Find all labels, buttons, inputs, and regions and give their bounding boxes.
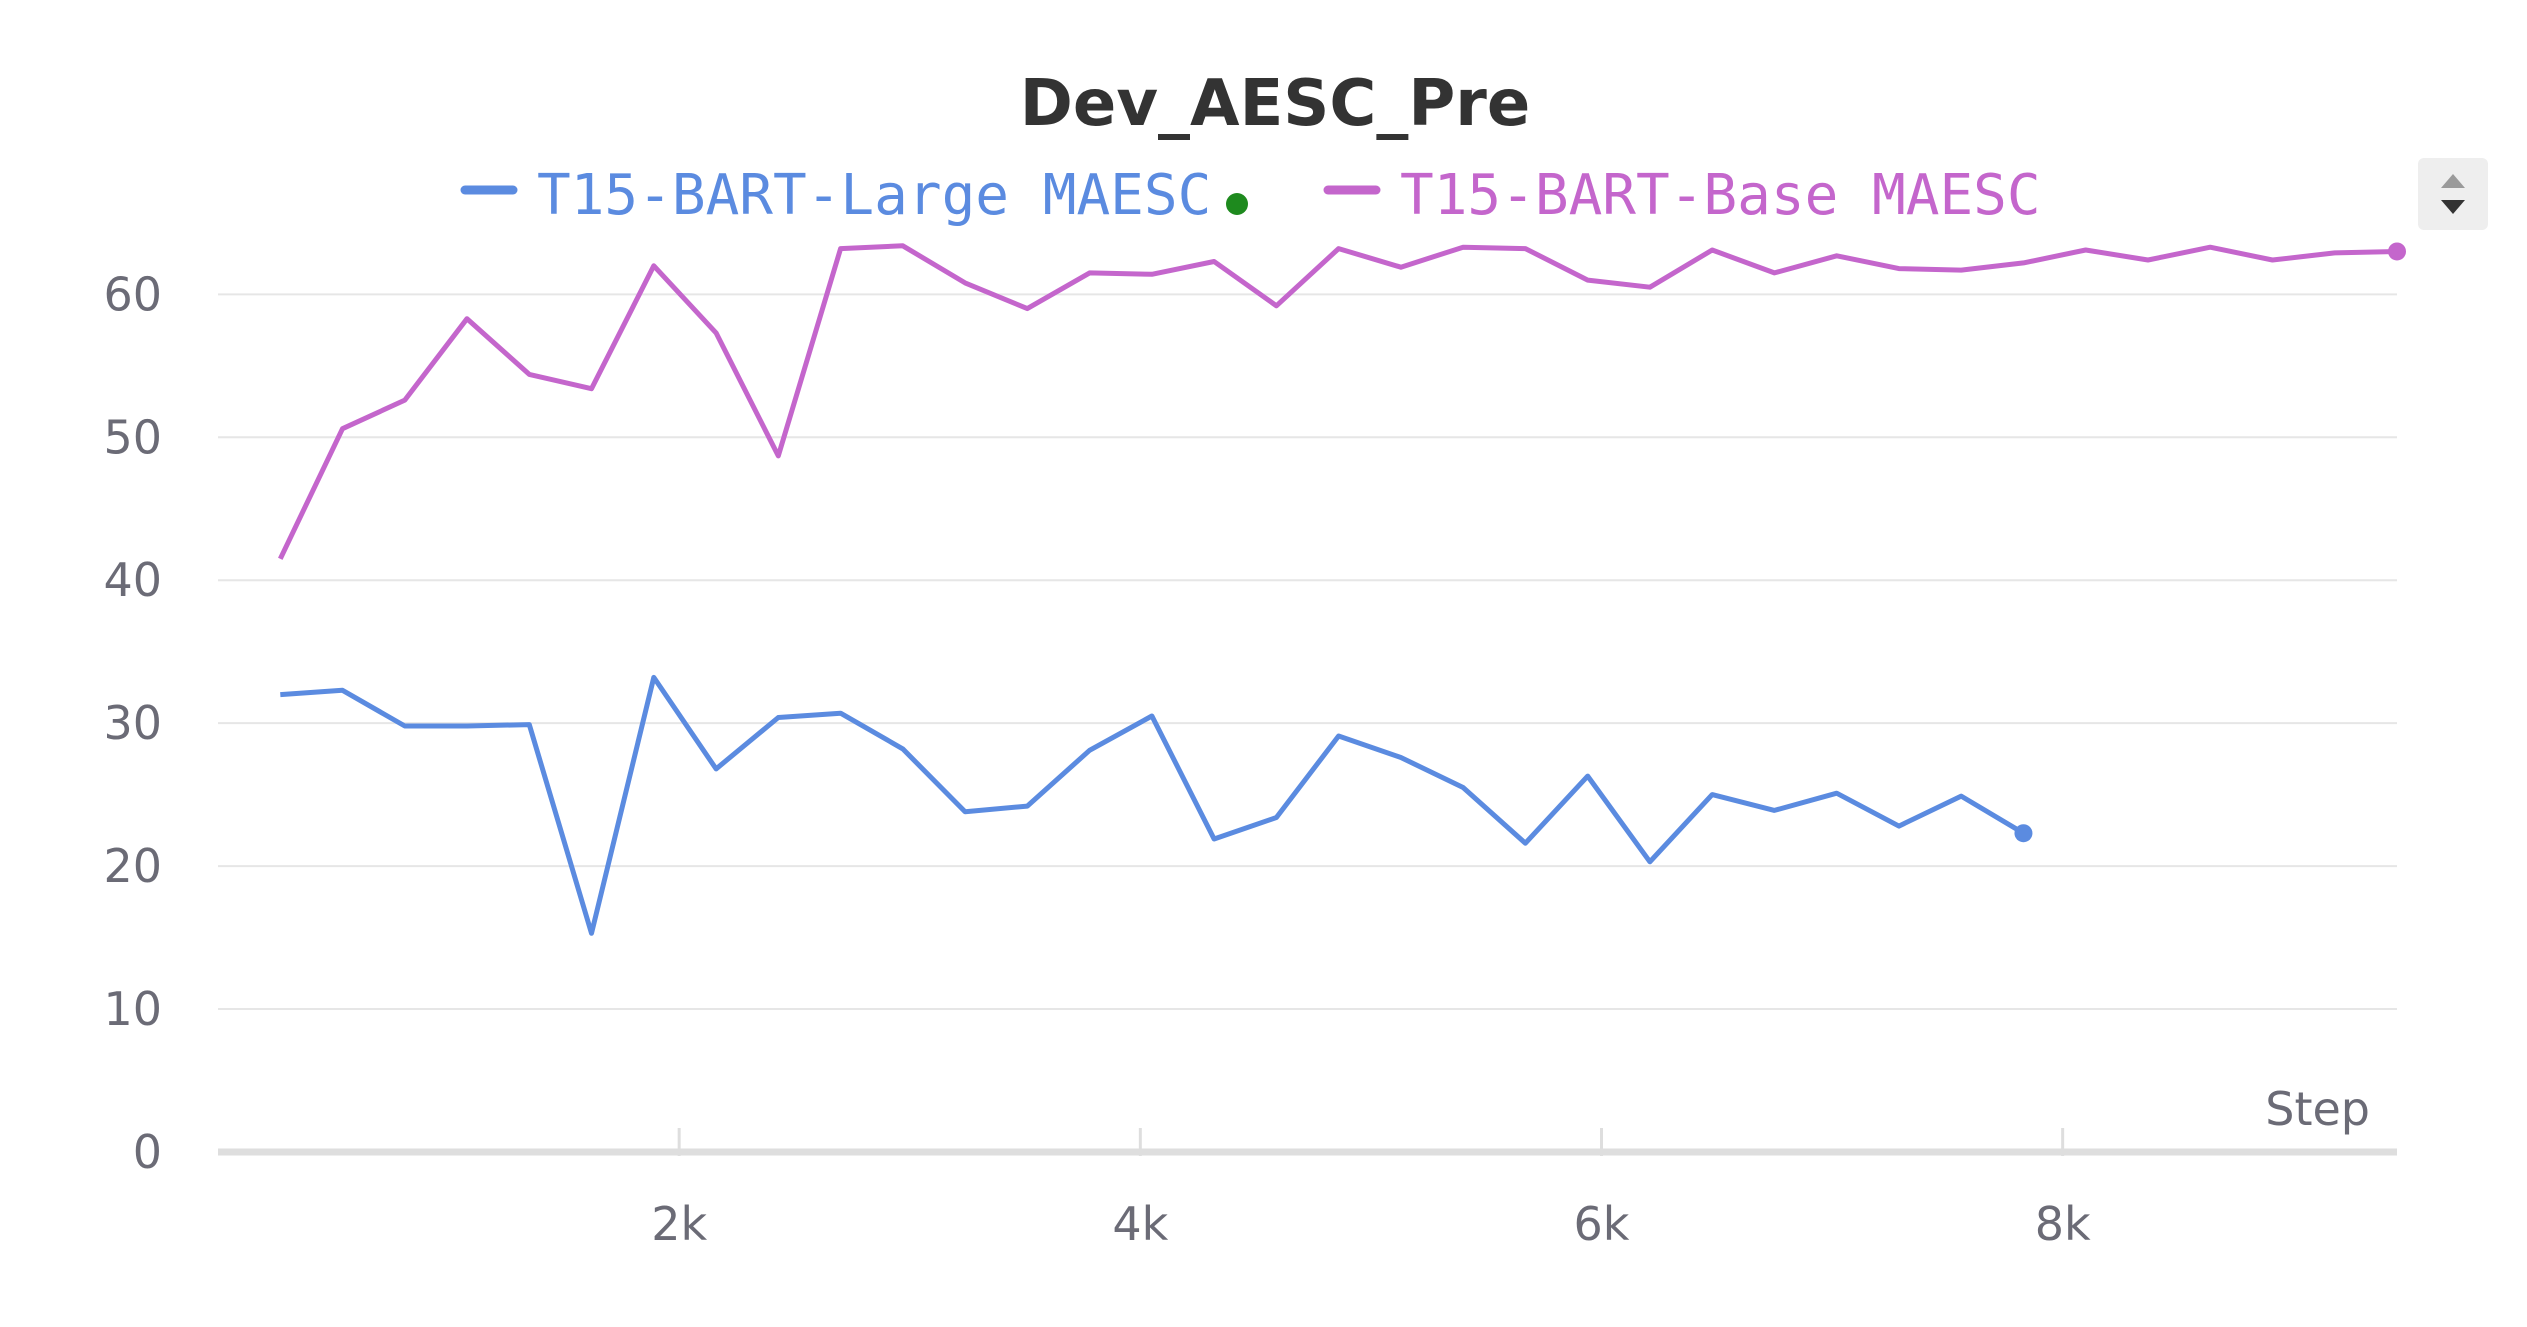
x-axis-title: Step [2265, 1082, 2370, 1136]
y-axis: 0 10 20 30 40 50 60 [103, 267, 162, 1179]
y-tick-label: 40 [103, 553, 162, 607]
legend-item-0[interactable]: T15-BART-Large MAESC [460, 163, 1211, 228]
legend-item-1[interactable]: T15-BART-Base MAESC [1323, 163, 2041, 228]
status-dot-icon [1226, 193, 1248, 215]
series-line-0 [280, 674, 2025, 936]
x-tick-label: 8k [2035, 1197, 2091, 1251]
grid [218, 293, 2397, 1011]
x-tick-label: 2k [651, 1197, 707, 1251]
legend-label: T15-BART-Large MAESC [537, 163, 1211, 228]
x-axis: 2k 4k 6k 8k [218, 1128, 2397, 1251]
y-tick-label: 0 [133, 1125, 162, 1179]
chart-title: Dev_AESC_Pre [1020, 67, 1530, 141]
series-layer [278, 242, 2406, 936]
scroll-up-icon[interactable] [2441, 174, 2465, 188]
legend-scroll-control[interactable] [2418, 158, 2488, 230]
y-tick-label: 60 [103, 267, 162, 321]
x-tick-label: 6k [1574, 1197, 1630, 1251]
series-line-1 [278, 243, 2398, 560]
legend-label: T15-BART-Base MAESC [1400, 163, 2041, 228]
y-tick-label: 10 [103, 982, 162, 1036]
y-tick-label: 50 [103, 410, 162, 464]
series-end-point-0 [2014, 824, 2033, 843]
legend: T15-BART-Large MAESC T15-BART-Base MAESC [460, 163, 2041, 228]
y-tick-label: 30 [103, 696, 162, 750]
y-tick-label: 20 [103, 839, 162, 893]
scroll-down-icon[interactable] [2441, 200, 2465, 214]
series-end-point-1 [2388, 242, 2406, 261]
x-tick-label: 4k [1112, 1197, 1168, 1251]
